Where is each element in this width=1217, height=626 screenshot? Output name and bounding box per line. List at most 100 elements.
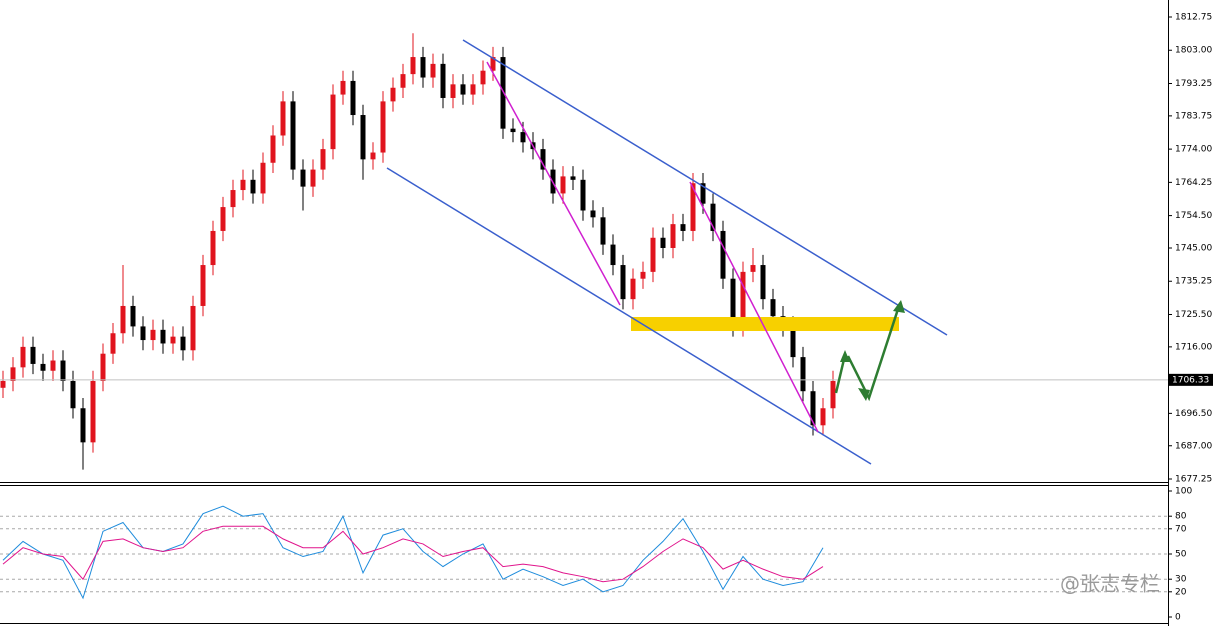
candle-body: [490, 57, 496, 71]
y-tick-label: 70: [1175, 524, 1187, 534]
candle-body: [140, 326, 146, 341]
candle-body: [690, 183, 696, 231]
candle-body: [460, 84, 466, 95]
candle-body: [640, 271, 646, 279]
candle-body: [600, 217, 606, 245]
candle-body: [810, 391, 816, 426]
candle-body: [500, 57, 506, 129]
candle-body: [240, 179, 246, 191]
candle-body: [660, 237, 666, 248]
candle-body: [120, 305, 126, 334]
candle-body: [350, 80, 356, 116]
candle-body: [650, 237, 656, 272]
candle-body: [270, 135, 276, 163]
candle-body: [280, 101, 286, 136]
candle-body: [420, 57, 426, 78]
candle-body: [260, 162, 266, 194]
candle-body: [770, 299, 776, 317]
current-price-box: [1169, 373, 1213, 386]
candle-body: [30, 346, 36, 364]
y-tick-label: 30: [1175, 575, 1187, 585]
y-tick-label: 1677.25: [1175, 475, 1212, 485]
candle-body: [830, 380, 836, 409]
indicator-line: [2, 525, 824, 583]
candle-body: [130, 305, 136, 327]
candle-body: [760, 265, 766, 300]
candle-body: [790, 326, 796, 358]
candle-body: [710, 203, 716, 231]
candle-body: [670, 224, 676, 248]
candle-body: [700, 183, 706, 204]
candle-body: [400, 74, 406, 88]
y-tick-label: 20: [1175, 587, 1187, 597]
candle-body: [680, 224, 686, 231]
candle-body: [220, 207, 226, 231]
candle-body: [380, 101, 386, 153]
candle-body: [470, 84, 476, 95]
candle-body: [410, 57, 416, 75]
candle-body: [0, 380, 6, 388]
candle-body: [180, 336, 186, 351]
candle-body: [360, 115, 366, 160]
trend-line: [486, 61, 621, 306]
y-tick-label: 1783.75: [1175, 111, 1212, 121]
candle-body: [100, 353, 106, 381]
candle-body: [560, 176, 566, 194]
candle-body: [330, 94, 336, 150]
candle-body: [740, 271, 746, 327]
candle-body: [820, 408, 826, 426]
candle-body: [20, 346, 26, 368]
candle-body: [40, 363, 46, 371]
y-tick-label: 100: [1175, 487, 1192, 497]
candle-body: [620, 265, 626, 300]
candle-body: [720, 230, 726, 279]
candle-body: [50, 360, 56, 371]
candle-body: [730, 278, 736, 327]
candle-body: [110, 333, 116, 354]
candle-body: [510, 128, 516, 133]
candle-body: [450, 84, 456, 98]
y-tick-label: 1696.50: [1175, 409, 1212, 419]
zone: [631, 317, 899, 331]
watermark: @张志专栏: [1060, 572, 1160, 596]
candle-body: [630, 278, 636, 300]
candle-body: [440, 63, 446, 98]
candle-body: [160, 329, 166, 344]
indicator-line: [2, 505, 824, 600]
candle-body: [580, 179, 586, 211]
y-tick-label: 1803.00: [1175, 46, 1212, 56]
candle-body: [230, 190, 236, 208]
drawings: [386, 39, 948, 465]
arrow-head: [893, 300, 905, 313]
channel-line: [462, 39, 948, 336]
arrow-head: [858, 388, 870, 401]
current-price-label: 1706.33: [1172, 375, 1209, 385]
candle-body: [750, 265, 756, 272]
candle-body: [610, 244, 616, 266]
candle-body: [800, 357, 806, 392]
candle-body: [430, 63, 436, 78]
y-tick-label: 1774.00: [1175, 145, 1212, 155]
y-tick-label: 1687.00: [1175, 441, 1212, 451]
candle-body: [520, 132, 526, 143]
trend-line: [689, 181, 819, 433]
candle-body: [590, 210, 596, 218]
candle-body: [320, 149, 326, 170]
y-tick-label: 1793.25: [1175, 79, 1212, 89]
candle-body: [540, 149, 546, 170]
arrow: [846, 305, 901, 402]
candle-body: [10, 367, 16, 381]
channel-line: [386, 167, 872, 465]
candle-body: [150, 329, 156, 341]
y-tick-label: 50: [1175, 550, 1187, 560]
candle-body: [80, 408, 86, 443]
candle-body: [290, 101, 296, 170]
y-tick-label: 1745.00: [1175, 244, 1212, 254]
candle-body: [210, 230, 216, 266]
y-tick-label: 0: [1175, 613, 1181, 623]
candle-body: [190, 305, 196, 351]
candle-body: [70, 380, 76, 409]
candle-body: [200, 265, 206, 306]
candle-body: [340, 80, 346, 95]
